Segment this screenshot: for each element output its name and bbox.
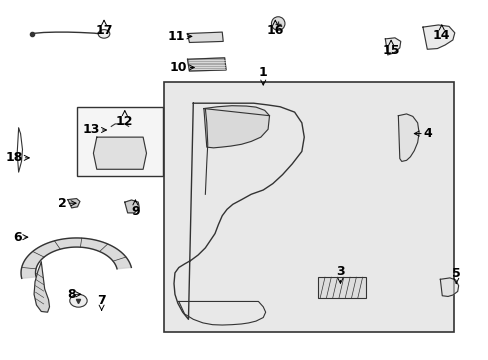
Circle shape bbox=[98, 30, 110, 38]
Text: 1: 1 bbox=[258, 66, 267, 85]
Text: 5: 5 bbox=[451, 267, 460, 283]
Text: 3: 3 bbox=[335, 265, 344, 283]
Text: 6: 6 bbox=[13, 231, 28, 244]
Bar bbox=[164, 82, 453, 332]
Text: 17: 17 bbox=[95, 20, 113, 37]
Polygon shape bbox=[68, 199, 80, 208]
Text: 9: 9 bbox=[131, 200, 140, 217]
Polygon shape bbox=[34, 262, 49, 312]
Text: 7: 7 bbox=[97, 294, 106, 310]
Text: 13: 13 bbox=[82, 123, 106, 136]
Text: 11: 11 bbox=[167, 30, 191, 43]
Polygon shape bbox=[422, 25, 454, 49]
Polygon shape bbox=[385, 38, 400, 55]
Ellipse shape bbox=[271, 17, 285, 30]
Bar bbox=[77, 107, 163, 176]
Polygon shape bbox=[93, 137, 146, 169]
Polygon shape bbox=[187, 32, 223, 42]
Text: 8: 8 bbox=[67, 288, 81, 301]
Polygon shape bbox=[21, 238, 131, 278]
Text: 12: 12 bbox=[116, 111, 133, 127]
Text: 16: 16 bbox=[266, 20, 284, 37]
Circle shape bbox=[70, 294, 87, 307]
Polygon shape bbox=[439, 278, 458, 296]
Text: 15: 15 bbox=[382, 40, 399, 57]
Bar bbox=[317, 277, 366, 298]
Text: 10: 10 bbox=[170, 61, 194, 74]
Text: 4: 4 bbox=[413, 127, 432, 140]
Text: 18: 18 bbox=[5, 151, 29, 165]
Polygon shape bbox=[124, 200, 139, 213]
Polygon shape bbox=[203, 106, 269, 148]
Text: 2: 2 bbox=[58, 197, 76, 210]
Text: 14: 14 bbox=[432, 25, 449, 42]
Polygon shape bbox=[187, 58, 225, 71]
Polygon shape bbox=[398, 114, 418, 161]
